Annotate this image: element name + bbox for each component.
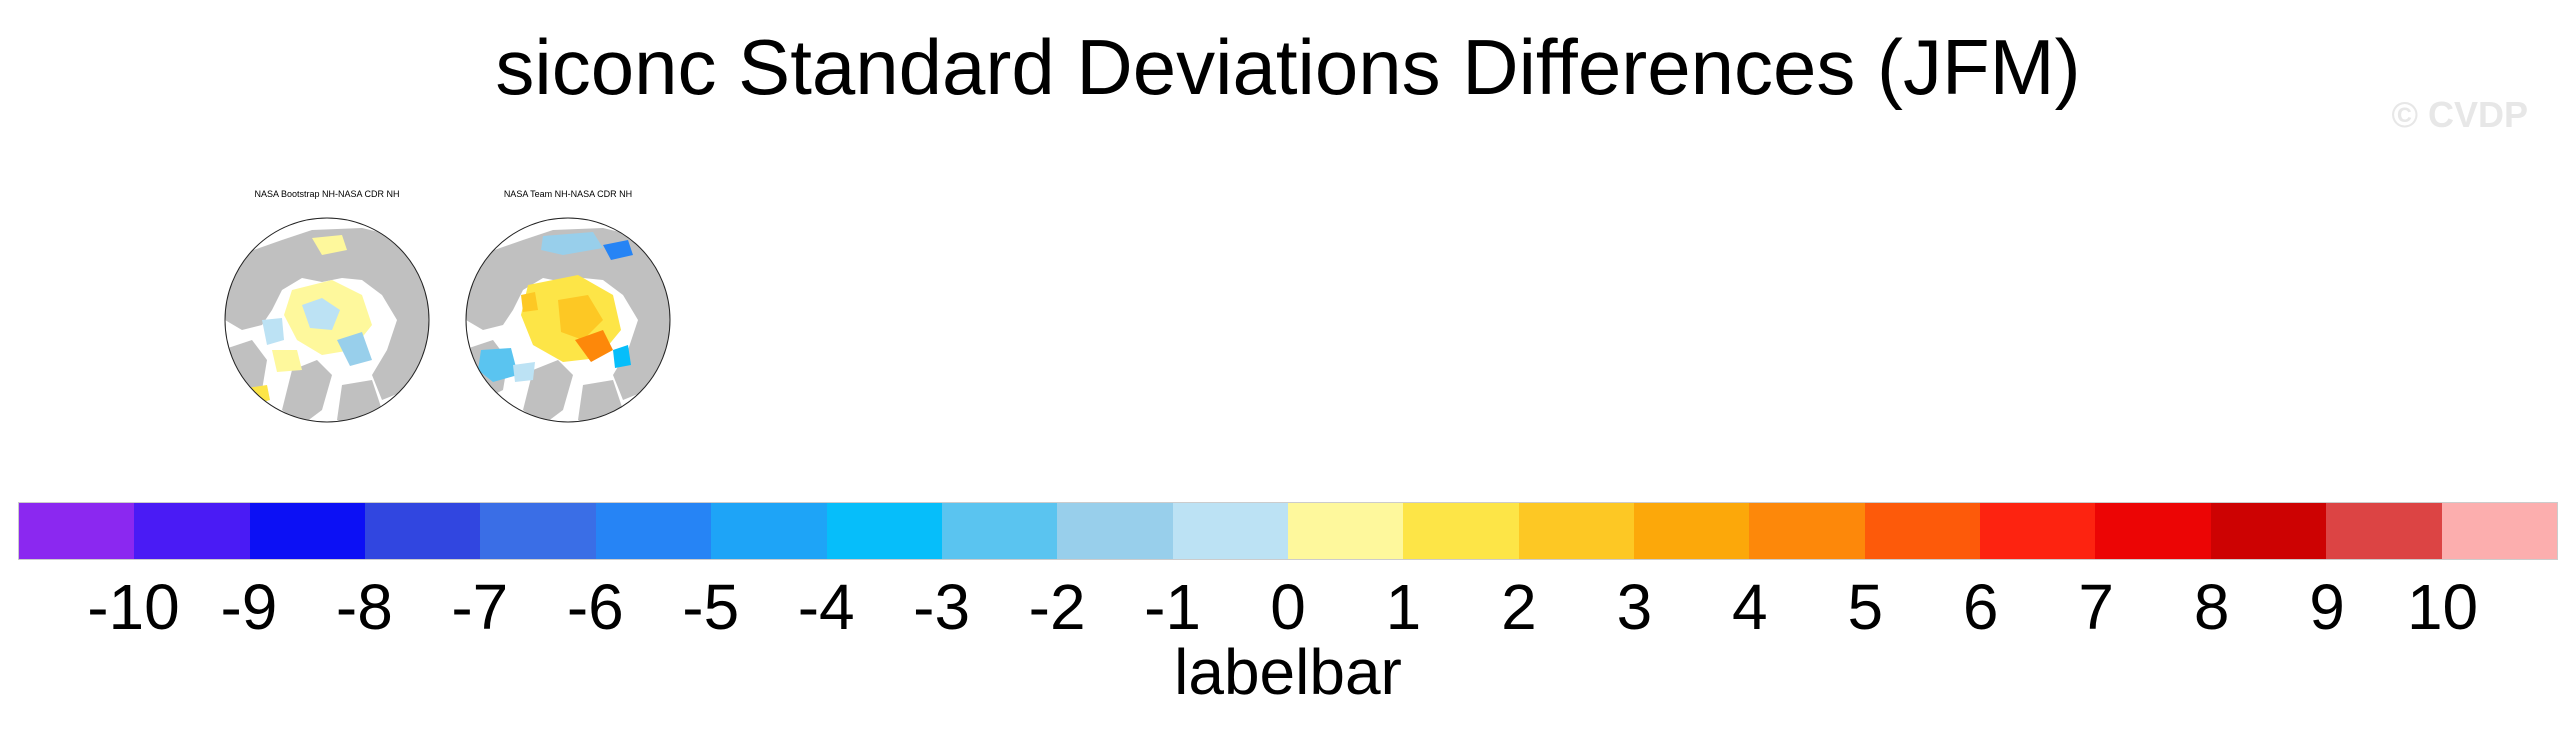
labelbar-box xyxy=(1518,503,1635,559)
panel-title: NASA Team NH-NASA CDR NH xyxy=(503,189,633,199)
tick-label: 0 xyxy=(1270,571,1306,643)
labelbar-box xyxy=(1634,503,1750,559)
labelbar-box xyxy=(2326,503,2442,559)
tick-label: 10 xyxy=(2406,571,2479,643)
labelbar-box xyxy=(134,503,250,559)
land-mass xyxy=(225,228,429,400)
labelbar-box xyxy=(941,503,1058,559)
panel-title: NASA Bootstrap NH-NASA CDR NH xyxy=(254,189,400,199)
tick-label: 1 xyxy=(1385,571,1422,643)
labelbar-box xyxy=(2441,503,2557,559)
labelbar-box xyxy=(1172,503,1288,559)
tick-label: -6 xyxy=(566,571,624,643)
labelbar-box xyxy=(1864,503,1981,559)
anomaly-patch xyxy=(478,348,518,382)
cvdp-watermark: © CVDP xyxy=(2391,94,2528,135)
anomaly-patch xyxy=(521,292,538,312)
labelbar-box xyxy=(2210,503,2327,559)
labelbar-box xyxy=(19,503,135,559)
tick-label: 3 xyxy=(1616,571,1653,643)
tick-label: -1 xyxy=(1144,571,1201,643)
tick-label: -7 xyxy=(451,571,509,643)
labelbar-box xyxy=(1980,503,2096,559)
polar-map xyxy=(224,217,430,423)
anomaly-patch xyxy=(337,332,372,366)
anomaly-patch xyxy=(575,330,613,362)
labelbar-box xyxy=(480,503,596,559)
map-panel-bootstrap: NASA Bootstrap NH-NASA CDR NH xyxy=(222,188,432,428)
tick-label: 8 xyxy=(2193,571,2230,643)
tick-label: -4 xyxy=(797,571,855,643)
labelbar-box xyxy=(1749,503,1865,559)
labelbar-title: labelbar xyxy=(1174,636,1402,708)
labelbar-box xyxy=(2095,503,2211,559)
map-panel-team: NASA Team NH-NASA CDR NH xyxy=(463,188,673,428)
labelbar-box xyxy=(365,503,481,559)
anomaly-patch xyxy=(513,362,535,382)
land-mass xyxy=(282,360,332,422)
anomaly-patch xyxy=(613,345,631,368)
tick-label: 5 xyxy=(1847,571,1884,643)
tick-label: 7 xyxy=(2078,571,2114,643)
tick-label: -10 xyxy=(87,571,180,643)
tick-label: 6 xyxy=(1962,571,1999,643)
land-mass xyxy=(466,228,670,400)
anomaly-patch xyxy=(541,232,603,255)
land-mass xyxy=(523,360,573,422)
labelbar-box xyxy=(249,503,366,559)
labelbar-box xyxy=(711,503,827,559)
labelbar-box xyxy=(826,503,942,559)
labelbar-box xyxy=(1057,503,1173,559)
tick-label: 2 xyxy=(1501,571,1537,643)
anomaly-patch xyxy=(302,298,340,330)
figure-title: siconc Standard Deviations Differences (… xyxy=(495,23,2081,111)
labelbar-box xyxy=(1403,503,1519,559)
anomaly-patch xyxy=(312,235,347,255)
labelbar-box xyxy=(1287,503,1404,559)
labelbar-box xyxy=(595,503,712,559)
anomaly-patch xyxy=(272,350,302,372)
tick-label: -5 xyxy=(682,571,740,643)
color-labelbar xyxy=(18,502,2558,560)
anomaly-patch xyxy=(603,240,633,260)
tick-label: -2 xyxy=(1028,571,1086,643)
tick-label: -8 xyxy=(335,571,393,643)
anomaly-patch xyxy=(558,295,603,340)
tick-label: -9 xyxy=(220,571,278,643)
polar-map xyxy=(465,217,671,423)
tick-label: 9 xyxy=(2309,571,2345,643)
labelbar-ticks: -10 -9 -8 -7 -6 -5 -4 -3 -2 -1 0 1 2 3 4 5 6 7 8 9 10 xyxy=(18,572,2558,642)
tick-label: 4 xyxy=(1732,571,1768,643)
anomaly-patch xyxy=(262,318,284,345)
tick-label: -3 xyxy=(913,571,971,643)
